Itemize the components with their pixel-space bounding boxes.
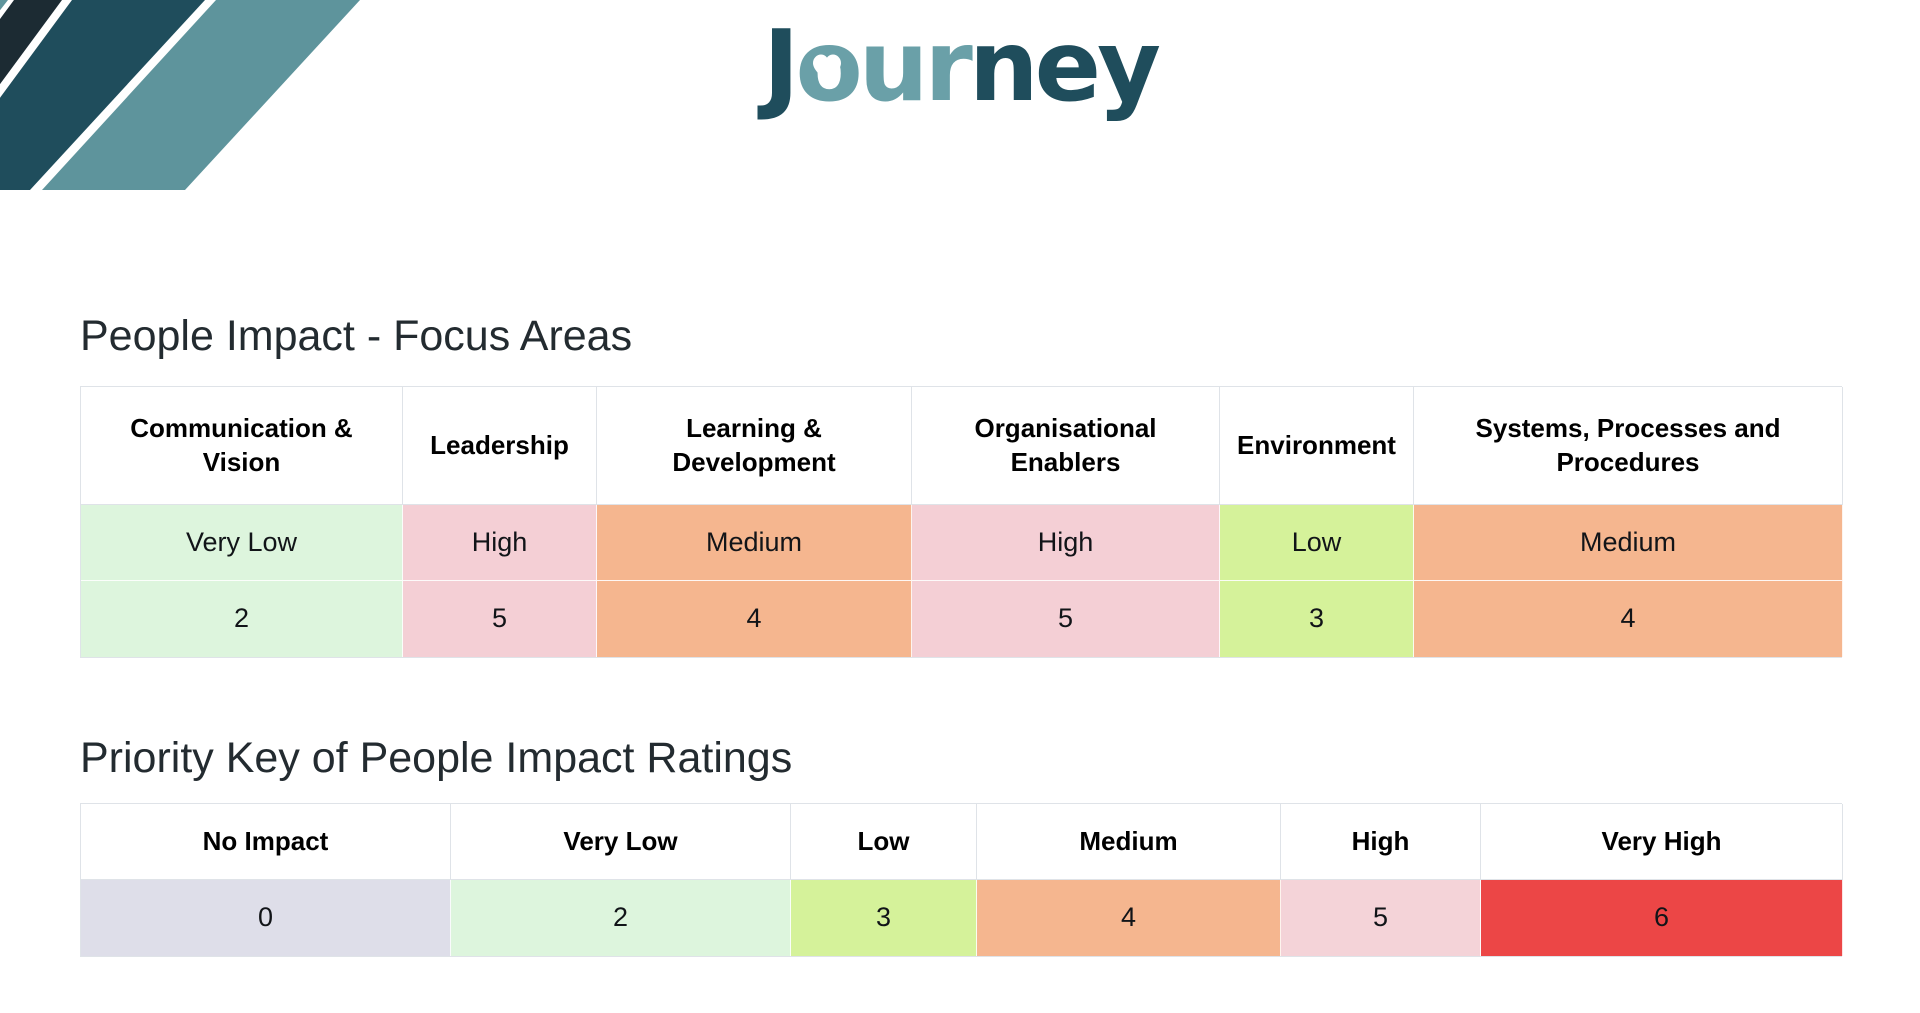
key-score-cell: 6 <box>1481 880 1843 956</box>
logo-letters-ur: ur <box>858 10 973 124</box>
focus-header-cell: Leadership <box>403 387 597 505</box>
focus-header-cell: Environment <box>1220 387 1414 505</box>
logo-letter-o-with-heart: o <box>795 18 862 116</box>
key-score-cell: 4 <box>977 880 1281 956</box>
focus-rating-cell: High <box>912 505 1220 581</box>
logo-letters-ney: ney <box>968 10 1161 124</box>
focus-rating-cell: Low <box>1220 505 1414 581</box>
focus-areas-table: Communication & Vision Leadership Learni… <box>80 386 1843 658</box>
focus-header-cell: Communication & Vision <box>81 387 403 505</box>
focus-score-cell: 4 <box>597 581 912 657</box>
heart-icon <box>813 54 842 81</box>
journey-wordmark: Journey <box>763 18 1161 116</box>
focus-header-cell: Systems, Processes and Procedures <box>1414 387 1843 505</box>
focus-rating-cell: Medium <box>1414 505 1843 581</box>
focus-score-cell: 4 <box>1414 581 1843 657</box>
key-score-cell: 3 <box>791 880 977 956</box>
brand-logo: Journey <box>0 18 1920 116</box>
priority-key-table: No Impact Very Low Low Medium High Very … <box>80 803 1843 957</box>
key-score-cell: 2 <box>451 880 791 956</box>
focus-areas-title: People Impact - Focus Areas <box>80 312 633 360</box>
key-header-cell: Medium <box>977 804 1281 880</box>
focus-score-cell: 5 <box>403 581 597 657</box>
key-header-cell: Low <box>791 804 977 880</box>
focus-rating-cell: Very Low <box>81 505 403 581</box>
key-header-cell: High <box>1281 804 1481 880</box>
focus-rating-cell: Medium <box>597 505 912 581</box>
key-header-cell: No Impact <box>81 804 451 880</box>
key-header-cell: Very High <box>1481 804 1843 880</box>
key-header-cell: Very Low <box>451 804 791 880</box>
focus-header-cell: Learning & Development <box>597 387 912 505</box>
focus-rating-cell: High <box>403 505 597 581</box>
key-score-cell: 5 <box>1281 880 1481 956</box>
focus-header-cell: Organisational Enablers <box>912 387 1220 505</box>
logo-letter-j: J <box>762 10 800 124</box>
focus-score-cell: 2 <box>81 581 403 657</box>
priority-key-title: Priority Key of People Impact Ratings <box>80 734 793 782</box>
focus-score-cell: 5 <box>912 581 1220 657</box>
key-score-cell: 0 <box>81 880 451 956</box>
focus-score-cell: 3 <box>1220 581 1414 657</box>
